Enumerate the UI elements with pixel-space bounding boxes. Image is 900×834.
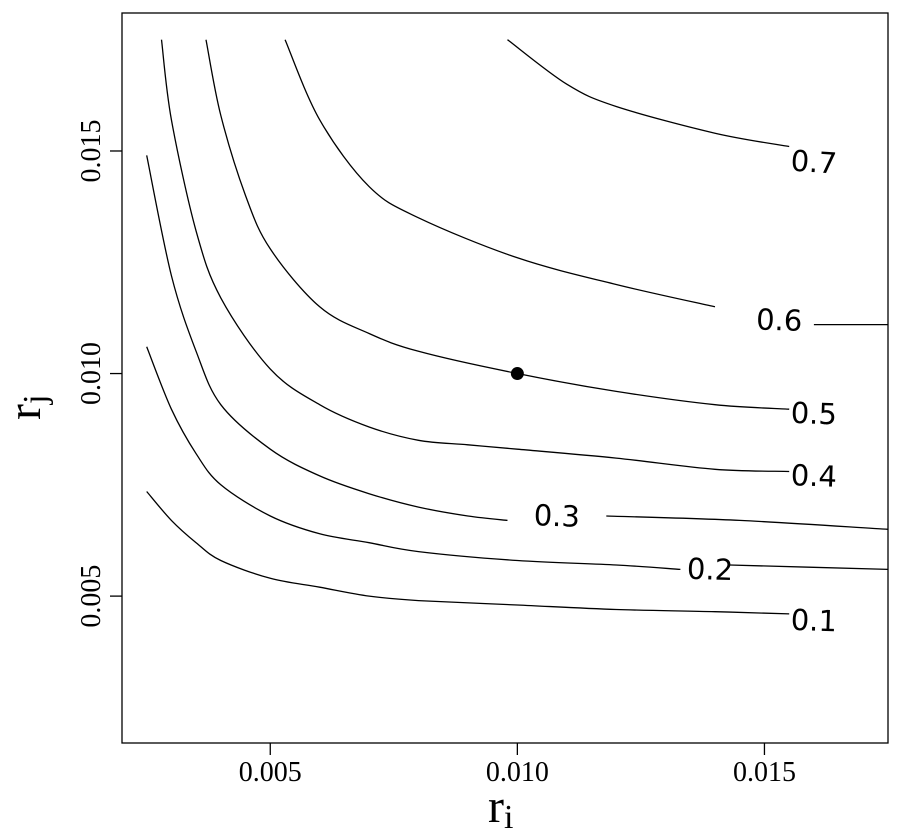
y-tick-label: 0.015 [76,119,107,182]
x-tick-label: 0.005 [239,757,302,788]
y-tick-label: 0.005 [76,565,107,628]
contour-label-0.3: 0.3 [533,498,580,534]
y-tick-label: 0.010 [76,342,107,405]
contour-line-0.2-segment [729,564,889,571]
x-axis-ticks: 0.005 0.010 0.015 [239,743,796,788]
y-axis-label: rj [0,395,54,420]
contour-label-0.2: 0.2 [686,552,733,588]
contour-label-0.7: 0.7 [790,144,838,181]
contour-label-0.1: 0.1 [790,603,837,639]
contour-label-0.5: 0.5 [790,396,837,432]
contour-line-0.2 [146,346,681,571]
contour-labels: 0.1 0.2 0.3 0.4 0.5 0.6 0.7 [533,144,838,639]
contour-label-0.4: 0.4 [790,458,837,494]
contour-line-0.5 [205,39,790,410]
highlighted-point [510,367,524,381]
plot-frame [121,12,889,744]
contour-line-0.7 [507,39,790,148]
contour-lines [146,39,889,615]
contour-line-0.4 [160,39,790,473]
x-axis-label: ri [488,780,513,834]
contour-label-0.6: 0.6 [756,302,803,338]
contour-line-0.3 [146,155,508,522]
y-axis-ticks: 0.005 0.010 0.015 [76,119,122,628]
contour-line-0.1 [146,491,790,615]
x-tick-label: 0.015 [733,757,796,788]
x-tick-label: 0.010 [486,757,549,788]
contour-line-0.3-segment [606,515,889,530]
contour-line-0.6 [284,39,716,308]
